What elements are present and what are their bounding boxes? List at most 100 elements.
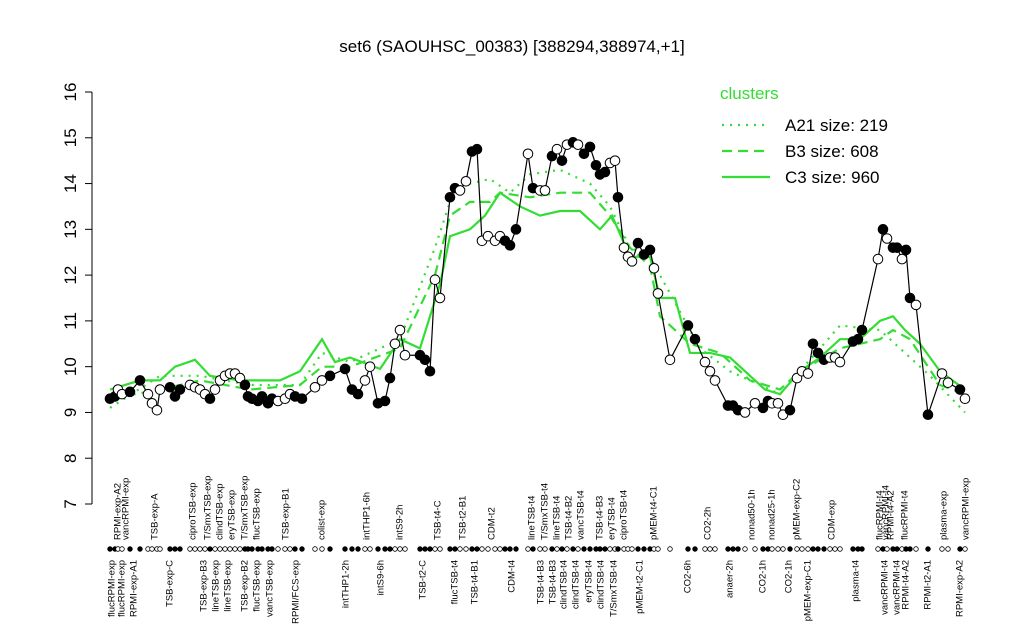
sample-label: RPMI-t2-A1 (923, 560, 934, 610)
sample-dot (894, 546, 900, 552)
data-point (239, 379, 251, 391)
sample-dot (939, 546, 945, 552)
sample-dot (805, 546, 811, 552)
sample-label: flucRPMI-exp (107, 560, 118, 617)
data-point (504, 240, 516, 251)
sample-label: T/SmxTSB-exp (240, 476, 251, 540)
sample-label: intS9-2h (395, 505, 406, 540)
sample-dot (432, 546, 438, 552)
data-point (359, 375, 371, 386)
sample-dot (259, 546, 265, 552)
sample-dot (775, 546, 781, 552)
sample-dot (269, 546, 275, 552)
sample-dot (655, 546, 661, 552)
sample-label: pMEM-t4-C1 (649, 486, 660, 540)
sample-dot (387, 546, 393, 552)
sample-dot (913, 546, 919, 552)
data-point (309, 381, 321, 393)
data-point (394, 324, 406, 336)
data-point (852, 333, 864, 345)
data-point (936, 368, 948, 379)
sample-dot (127, 546, 133, 552)
sample-label: nonad25-1h (767, 489, 778, 540)
sample-dot (237, 546, 243, 552)
sample-dot (685, 546, 691, 552)
data-point (164, 381, 176, 393)
data-point (256, 391, 268, 402)
sample-dot (177, 546, 183, 552)
sample-dot (559, 546, 565, 552)
sample-dot (742, 546, 748, 552)
sample-dot (197, 546, 203, 552)
cluster-line (109, 191, 966, 400)
sample-label: TSB-exp-B3 (199, 560, 210, 612)
y-tick-label: 15 (61, 128, 80, 147)
sample-label: plasma-exp (939, 491, 950, 540)
sample-dot (367, 546, 373, 552)
data-point (324, 370, 336, 382)
sample-label: T/SmxTSB-t4 (609, 560, 620, 617)
data-point (877, 224, 889, 235)
sample-dot (463, 546, 469, 552)
sample-dot (581, 546, 587, 552)
sample-dot (342, 546, 348, 552)
data-point (316, 375, 328, 386)
sample-dot (299, 546, 305, 552)
sample-dot (452, 546, 458, 552)
sample-dot (222, 546, 228, 552)
sample-dot (349, 546, 355, 552)
data-point (612, 191, 624, 203)
data-point (922, 409, 934, 421)
sample-dot (427, 546, 433, 552)
sample-dot (312, 546, 318, 552)
sample-dot (157, 546, 163, 552)
sample-dot (362, 546, 368, 552)
data-point (904, 292, 916, 304)
data-point (644, 244, 656, 256)
sample-label: TSB-t4-B3 (595, 496, 606, 540)
sample-label: CDM-exp (827, 500, 838, 540)
sample-dot (884, 546, 890, 552)
data-point (599, 166, 611, 178)
data-point (460, 175, 472, 187)
sample-label: RPMI-t4-A2 (901, 560, 912, 610)
sample-dot (564, 546, 570, 552)
sample-label: colist-exp (317, 500, 328, 540)
data-point (900, 244, 912, 256)
data-point (399, 349, 411, 361)
y-tick-label: 13 (61, 220, 80, 239)
y-tick-label: 11 (61, 312, 80, 330)
sample-label: lineTSB-exp (211, 560, 222, 612)
sample-dot (513, 546, 519, 552)
data-point (444, 191, 456, 203)
data-point (896, 253, 908, 265)
sample-dot (707, 546, 713, 552)
data-point (384, 372, 396, 384)
sample-label: intS9-6h (376, 560, 387, 595)
sample-label: flucRPMI-exp (117, 560, 128, 617)
data-point (856, 324, 868, 336)
data-point (419, 354, 431, 366)
sample-label: clindTSB-t4 (559, 560, 570, 609)
data-point (699, 356, 711, 368)
sample-dot (607, 546, 613, 552)
sample-label: clindTSB-t4 (571, 560, 582, 609)
sample-label: ciproTSB-t4 (619, 490, 630, 540)
sample-dot (497, 546, 503, 552)
y-tick-label: 7 (61, 499, 80, 508)
data-point (772, 397, 784, 409)
sample-label: CO2-1h (784, 560, 795, 593)
data-point (709, 375, 721, 386)
sample-label: TSB-t4-B3 (548, 560, 559, 604)
sample-dot (832, 546, 838, 552)
data-point (664, 354, 676, 366)
sample-dot (107, 546, 113, 552)
data-point (891, 242, 903, 253)
sample-dot (769, 546, 775, 552)
sample-dot (702, 546, 708, 552)
legend-label: B3 size: 608 (785, 142, 879, 161)
y-tick-label: 12 (61, 266, 80, 285)
sample-dot (227, 546, 233, 552)
y-tick-label: 16 (61, 83, 80, 102)
